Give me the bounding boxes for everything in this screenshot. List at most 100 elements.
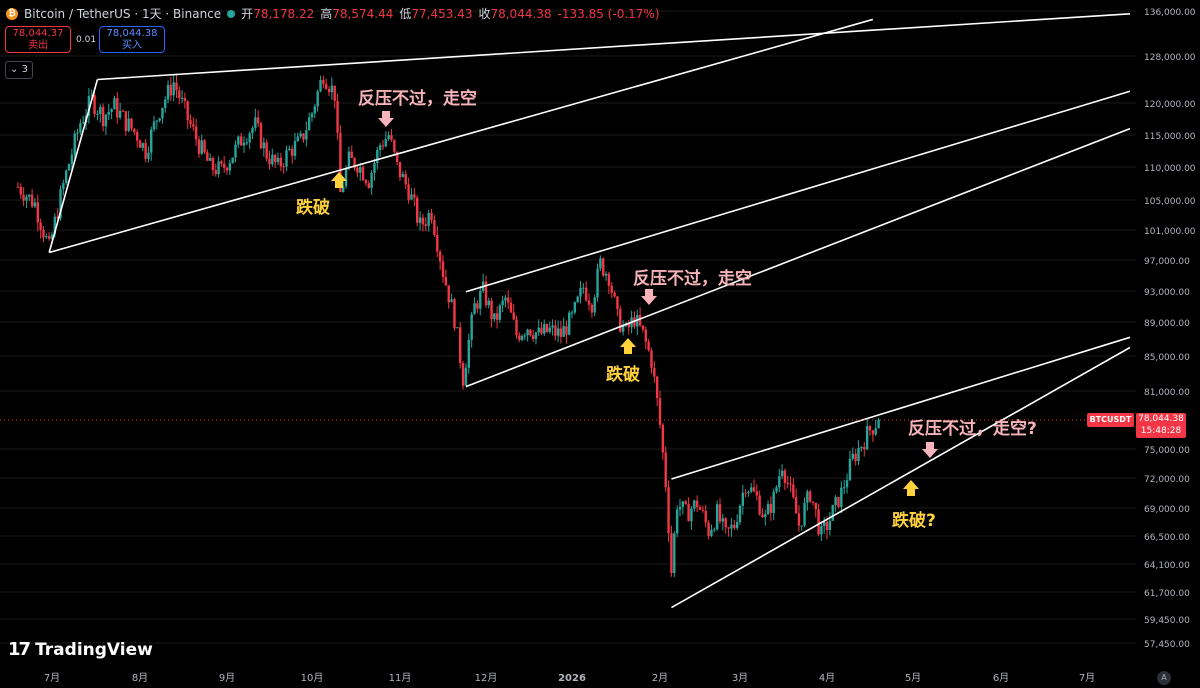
candle-body	[413, 194, 416, 198]
candle-body	[526, 329, 529, 336]
candle-body	[661, 424, 665, 453]
candle-body	[456, 327, 459, 329]
price-tick-label: 64,100.00	[1144, 561, 1190, 571]
candle-body	[755, 491, 759, 496]
auto-scale-button[interactable]: A	[1157, 671, 1171, 685]
candle-body	[803, 502, 806, 526]
candle-body	[783, 470, 787, 483]
candle-body	[53, 216, 57, 235]
price-tick-label: 128,000.00	[1144, 53, 1196, 63]
tradingview-wordmark: TradingView	[35, 639, 153, 660]
candle-body	[395, 151, 399, 162]
candle-body	[127, 118, 130, 131]
price-tick-label: 69,000.00	[1144, 505, 1190, 515]
candle-body	[116, 98, 119, 118]
candle-body	[135, 132, 139, 141]
high-value: 78,574.44	[332, 7, 394, 21]
candle-body	[576, 296, 579, 303]
high-label: 高	[320, 7, 333, 21]
candle-body	[359, 167, 362, 173]
symbol-title[interactable]: Bitcoin / TetherUS · 1天 · Binance	[24, 7, 222, 21]
arrow-down-icon	[641, 289, 657, 305]
annotation-break-2: 跌破	[606, 365, 640, 385]
candle-body	[775, 487, 778, 492]
close-label: 收	[478, 7, 491, 21]
candle-body	[758, 495, 761, 515]
candle-body	[141, 143, 145, 148]
candle-body	[570, 312, 574, 314]
candle-body	[808, 491, 812, 502]
candle-body	[877, 419, 880, 429]
candle-body	[290, 148, 294, 156]
indicator-toggle[interactable]: ⌄ 3	[5, 61, 33, 79]
candle-body	[797, 513, 801, 526]
candle-body	[62, 183, 65, 190]
candle-body	[234, 144, 237, 158]
candle-body	[584, 287, 588, 301]
candle-body	[573, 302, 577, 313]
candle-body	[339, 132, 342, 193]
candle-body	[424, 224, 427, 226]
price-tick-label: 136,000.00	[1144, 8, 1196, 18]
candle-body	[259, 123, 263, 149]
candle-body	[279, 157, 283, 167]
candle-body	[556, 328, 560, 336]
candle-body	[299, 133, 302, 137]
candle-body	[713, 529, 716, 531]
candle-body	[313, 106, 317, 114]
candle-body	[436, 234, 439, 252]
candle-body	[678, 506, 682, 510]
sell-button[interactable]: 78,044.37 卖出	[5, 26, 71, 53]
candle-body	[178, 90, 181, 99]
candle-body	[373, 162, 376, 173]
bitcoin-icon: ₿	[6, 7, 18, 20]
candle-body	[453, 299, 456, 329]
candle-body	[367, 183, 370, 188]
candle-body	[197, 139, 201, 154]
candle-body	[273, 154, 277, 163]
candle-body	[121, 110, 125, 112]
candle-body	[752, 487, 756, 492]
candle-body	[484, 281, 488, 306]
candle-body	[356, 167, 359, 173]
candle-body	[461, 363, 465, 386]
spread-value: 0.01	[76, 35, 97, 45]
candle-body	[520, 335, 524, 340]
candle-body	[493, 313, 496, 320]
candle-body	[670, 533, 673, 574]
tradingview-logo[interactable]: 17 TradingView	[8, 639, 153, 660]
candle-body	[271, 154, 274, 165]
arrow-up-icon	[903, 480, 919, 496]
time-tick-label: 7月	[1079, 672, 1095, 684]
candle-body	[548, 327, 552, 332]
candle-body	[590, 304, 594, 313]
candle-body	[96, 113, 99, 115]
candle-body	[727, 527, 730, 529]
candle-body	[404, 174, 407, 185]
candle-body	[747, 491, 750, 493]
candle-body	[110, 109, 113, 112]
candle-body	[568, 312, 571, 335]
candle-body	[540, 327, 543, 334]
candle-body	[410, 194, 413, 200]
candle-body	[87, 95, 91, 116]
time-tick-label: 7月	[44, 672, 60, 684]
candle-body	[687, 503, 690, 522]
arrow-down-icon	[378, 111, 394, 127]
candle-body	[684, 501, 687, 504]
candle-body	[285, 150, 288, 167]
candle-body	[104, 114, 108, 127]
candle-body	[398, 161, 402, 178]
candle-body	[820, 526, 823, 535]
candle-body	[761, 514, 764, 517]
candle-body	[741, 492, 745, 506]
indicator-count: 3	[21, 64, 28, 75]
price-tick-label: 72,000.00	[1144, 475, 1190, 485]
candle-body	[79, 123, 82, 133]
candle-body	[166, 84, 170, 100]
arrow-up-icon	[331, 172, 347, 188]
candle-body	[33, 202, 37, 207]
buy-button[interactable]: 78,044.38 买入	[99, 26, 165, 53]
trendline	[465, 90, 1131, 293]
